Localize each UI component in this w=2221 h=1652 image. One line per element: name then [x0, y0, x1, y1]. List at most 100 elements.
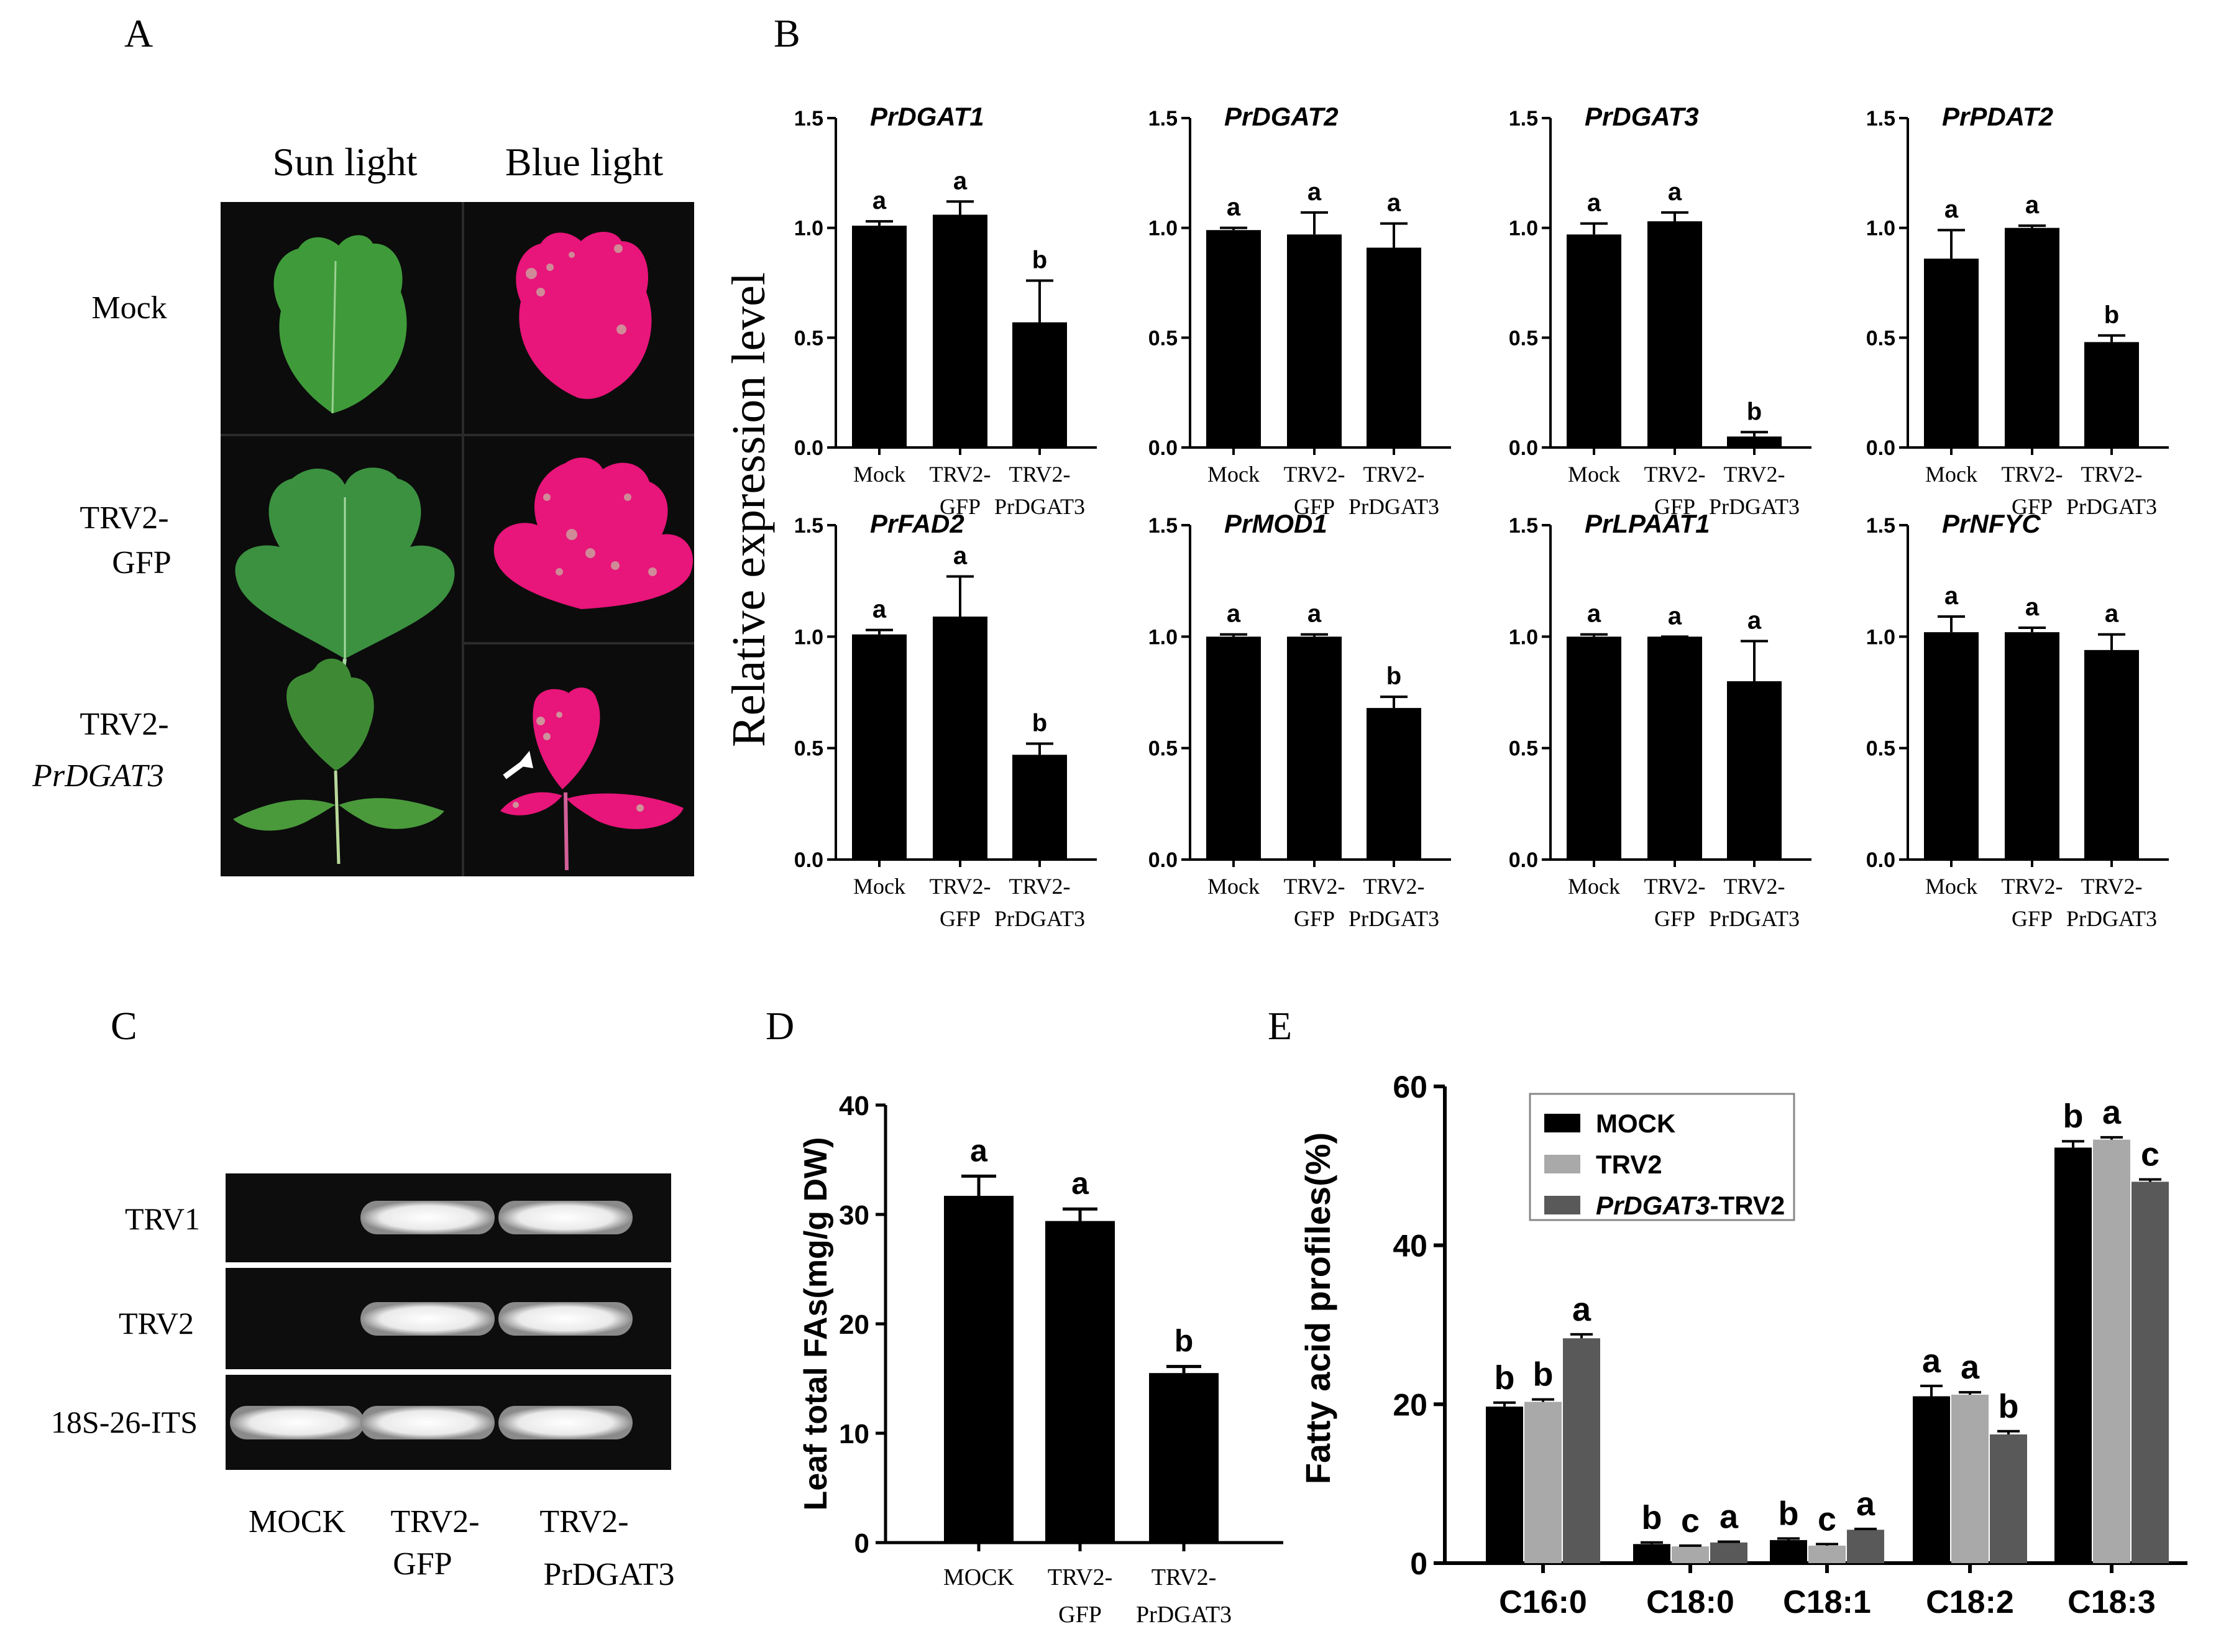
chart-prfad2-xtick-label: TRV2- — [1009, 874, 1070, 899]
chart-prfad2-ytick-label: 1.5 — [794, 514, 823, 538]
panel-e-significance-letter: a — [1572, 1291, 1591, 1328]
chart-prmod1-ytick-label: 1.5 — [1148, 514, 1178, 538]
panel-e-legend-swatch-trv2 — [1544, 1155, 1580, 1173]
gel-band-trv2-lane-3 — [498, 1302, 633, 1336]
panel-e-bar-mock-c16-0 — [1486, 1406, 1523, 1563]
chart-prmod1-significance-letter: a — [1307, 600, 1322, 628]
chart-prnfyc-ytick-label: 0.5 — [1866, 737, 1895, 761]
chart-prnfyc-ytick-label: 0.0 — [1866, 848, 1895, 872]
chart-prfad2: PrFAD20.00.51.01.5aMockaTRV2-GFPbTRV2-Pr… — [794, 509, 1097, 931]
panel-e-significance-letter: a — [1922, 1342, 1941, 1380]
chart-prfad2-ytick-label: 0.0 — [794, 848, 823, 872]
panel-d-ylabel: Leaf total FAs(mg/g DW) — [798, 1137, 834, 1511]
chart-prdgat2-xtick-label-line2: PrDGAT3 — [1349, 494, 1439, 519]
panel-d-ytick-label: 20 — [839, 1310, 869, 1340]
chart-prpdat2-bar-trv2-gfp — [2005, 227, 2059, 447]
panel-d-xtick-label: MOCK — [943, 1564, 1015, 1590]
chart-prdgat3-bar-trv2-gfp — [1647, 221, 1702, 447]
chart-prmod1-significance-letter: a — [1227, 600, 1241, 628]
chart-prdgat1-significance-letter: a — [953, 167, 968, 195]
chart-prmod1-xtick-label: TRV2- — [1283, 874, 1345, 899]
chart-prdgat2-significance-letter: a — [1387, 190, 1401, 217]
panel-b-charts: PrDGAT1 0.0 0.5 1.0 1.5 a Mock a TRV2- GFP b TRV2- P… — [794, 102, 2169, 931]
panel-e-legend-label-prdgat3-trv2: PrDGAT3-TRV2 — [1596, 1191, 1785, 1220]
chart-prlpaat1-xtick-label: TRV2- — [1723, 874, 1785, 899]
chart-prnfyc-significance-letter: a — [1944, 582, 1959, 610]
chart-prfad2-ytick-label: 0.5 — [794, 737, 823, 761]
panel-e-legend-label-trv2: TRV2 — [1596, 1150, 1662, 1179]
chart-prdgat2-xtick-label: Mock — [1207, 462, 1260, 487]
panel-e-bar-mock-c18-2 — [1913, 1396, 1950, 1563]
panel-e-bar-trv2-c18-1 — [1808, 1545, 1846, 1563]
chart-prdgat1-significance-letter: b — [1032, 246, 1047, 273]
chart-prlpaat1-significance-letter: a — [1747, 607, 1762, 635]
chart-prdgat2-significance-letter: a — [1227, 194, 1241, 221]
chart-prdgat1-significance-letter: a — [872, 187, 887, 214]
panel-e-bar-prdgat3-trv2-c18-3 — [2132, 1182, 2169, 1563]
chart-prdgat3-xtick-label-line2: GFP — [1654, 494, 1695, 519]
chart-prdgat3-ytick-label: 0.0 — [1509, 436, 1538, 460]
panel-d-xtick-label: TRV2- — [1048, 1564, 1113, 1590]
chart-prdgat1-title: PrDGAT1 — [870, 102, 984, 131]
chart-prdgat1-bar-trv2-prdgat3 — [1012, 322, 1067, 447]
gel-row-label-trv2: TRV2 — [119, 1306, 194, 1341]
chart-prdgat3-significance-letter: a — [1587, 190, 1601, 217]
chart-prpdat2-significance-letter: b — [2104, 301, 2119, 329]
gel-band-18s-26-its-lane-2 — [360, 1406, 495, 1439]
panel-e-bar-mock-c18-1 — [1770, 1540, 1807, 1563]
panel-e-bar-mock-c18-0 — [1633, 1544, 1670, 1563]
panel-e-significance-letter: a — [1961, 1349, 1980, 1386]
chart-prdgat2: PrDGAT20.00.51.01.5aMockaTRV2-GFPaTRV2-P… — [1148, 102, 1451, 519]
chart-prpdat2-title: PrPDAT2 — [1942, 102, 2053, 131]
chart-prdgat2-xtick-label-line2: GFP — [1294, 494, 1335, 519]
chart-prdgat3: PrDGAT30.00.51.01.5aMockaTRV2-GFPbTRV2-P… — [1509, 102, 1811, 519]
leaf-photo-mock-blue — [516, 232, 652, 399]
chart-prnfyc-significance-letter: a — [2105, 600, 2119, 628]
panel-e-significance-letter: c — [2141, 1136, 2159, 1173]
chart-prdgat3-significance-letter: b — [1747, 398, 1762, 425]
chart-prfad2-significance-letter: a — [872, 596, 887, 623]
row-label-trv2-prdgat3-line1: TRV2- — [80, 707, 168, 742]
chart-prpdat2-ytick-label: 0.5 — [1866, 326, 1895, 350]
chart-prpdat2-ytick-label: 1.5 — [1866, 107, 1895, 131]
chart-prdgat3-xtick-label: TRV2- — [1644, 462, 1705, 487]
panel-e-legend-swatch-prdgat3-trv2 — [1544, 1196, 1580, 1214]
chart-prnfyc-xtick-label-line2: PrDGAT3 — [2066, 906, 2157, 931]
gel-lane-label-mock: MOCK — [249, 1504, 346, 1540]
panel-e-ytick-label: 60 — [1393, 1070, 1427, 1104]
panel-d-significance-letter: b — [1175, 1324, 1194, 1359]
chart-prmod1-xtick-label-line2: GFP — [1294, 906, 1335, 931]
chart-prlpaat1-xtick-label-line2: GFP — [1654, 906, 1695, 931]
panel-e-xtick-label-c18-0: C18:0 — [1646, 1584, 1734, 1620]
panel-c-letter: C — [111, 1004, 137, 1048]
chart-prdgat1-xtick-label-line2: GFP — [940, 494, 981, 519]
panel-e-xtick-label-c18-2: C18:2 — [1926, 1584, 2014, 1620]
chart-prdgat1-xtick-label: Mock — [853, 462, 905, 487]
chart-prpdat2-bar-trv2-prdgat3 — [2084, 342, 2139, 447]
chart-prdgat1-ytick-label: 0.0 — [794, 436, 823, 460]
chart-prnfyc-title: PrNFYC — [1942, 509, 2041, 538]
chart-prmod1-xtick-label: Mock — [1207, 874, 1260, 899]
panel-e-significance-letter: b — [1533, 1356, 1554, 1393]
gel-lane-label-trv2-gfp-line2: GFP — [393, 1546, 452, 1582]
chart-prnfyc-significance-letter: a — [2025, 594, 2040, 621]
chart-prmod1-bar-trv2-gfp — [1287, 636, 1342, 860]
panel-e-significance-letter: b — [1779, 1495, 1799, 1532]
chart-prdgat2-ytick-label: 1.0 — [1148, 217, 1178, 241]
chart-prdgat2-bar-trv2-prdgat3 — [1367, 247, 1421, 447]
panel-e-legend-swatch-mock — [1544, 1114, 1580, 1132]
chart-prdgat2-xtick-label: TRV2- — [1363, 462, 1424, 487]
chart-prfad2-bar-mock — [852, 634, 907, 860]
panel-e-bar-trv2-c18-3 — [2093, 1139, 2130, 1563]
chart-prdgat1-bar-trv2-gfp — [933, 214, 987, 447]
chart-prpdat2-significance-letter: a — [2025, 191, 2040, 219]
chart-prpdat2-ytick-label: 1.0 — [1866, 217, 1895, 241]
panel-e-ytick-label: 0 — [1410, 1546, 1427, 1581]
chart-prlpaat1-significance-letter: a — [1587, 600, 1601, 628]
chart-prmod1-significance-letter: b — [1386, 663, 1401, 690]
panel-e-legend: MOCK TRV2 PrDGAT3-TRV2 — [1529, 1093, 1795, 1221]
chart-prdgat1: PrDGAT10.00.51.01.5aMockaTRV2-GFPbTRV2-P… — [794, 102, 1097, 519]
panel-e-significance-letter: a — [1720, 1498, 1739, 1535]
chart-prdgat2-title: PrDGAT2 — [1224, 102, 1339, 131]
panel-d-xtick-label-line2: PrDGAT3 — [1136, 1602, 1232, 1628]
